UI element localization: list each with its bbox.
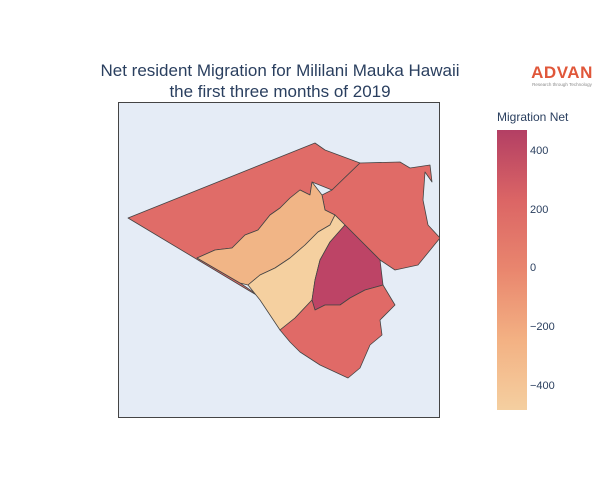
chart-title-line1: Net resident Migration for Mililani Mauk… — [100, 61, 460, 80]
map-panel[interactable] — [118, 102, 440, 418]
logo-tagline: Research through Technology — [532, 82, 592, 87]
chart-title-line2: the first three months of 2019 — [169, 82, 391, 101]
colorbar-tick-0: 0 — [530, 262, 537, 274]
logo-wordmark: ADVAN — [531, 63, 593, 82]
colorbar-tick-minus-200: −200 — [530, 321, 555, 333]
colorbar-tick-minus-400: −400 — [530, 380, 555, 392]
colorbar-title: Migration Net — [497, 110, 569, 124]
colorbar — [497, 130, 527, 410]
colorbar-tick-400: 400 — [530, 145, 549, 157]
advan-logo: ADVAN Research through Technology — [527, 64, 597, 88]
region-south[interactable] — [279, 284, 396, 379]
chart-title: Net resident Migration for Mililani Mauk… — [70, 60, 490, 102]
colorbar-gradient — [497, 130, 527, 410]
colorbar-tick-200: 200 — [530, 204, 549, 216]
